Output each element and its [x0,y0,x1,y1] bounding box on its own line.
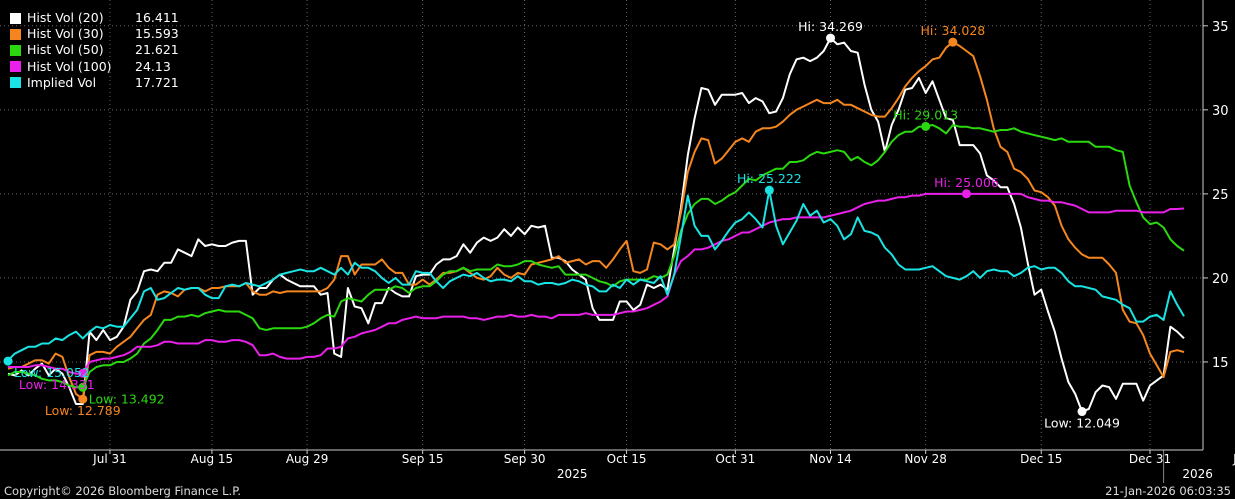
series-line-3 [8,192,1185,375]
annotation-label: Hi: 34.269 [798,19,863,34]
y-tick-label: 30 [1212,104,1229,119]
annotation-label: Hi: 25.006 [934,175,999,190]
x-tick-label: Sep 15 [402,452,444,466]
legend-item-hist-vol-50: Hist Vol (50) 21.621 [10,42,179,58]
legend-swatch [10,45,21,56]
x-tick-label: Aug 29 [286,452,329,466]
annotation-label: Low: 14.331 [19,377,95,392]
annotation-label: Hi: 29.013 [893,107,958,122]
legend-item-implied-vol: Implied Vol 17.721 [10,75,179,91]
legend-item-hist-vol-100: Hist Vol (100) 24.13 [10,59,179,75]
y-tick-label: 20 [1212,272,1229,287]
copyright-text: Copyright© 2026 Bloomberg Finance L.P. [4,484,241,498]
annotation-marker [1077,407,1087,417]
legend-value: 17.721 [135,74,179,90]
annotation-marker [948,37,958,47]
legend-item-hist-vol-30: Hist Vol (30) 15.593 [10,26,179,42]
annotation-label: Low: 12.049 [1044,416,1120,431]
annotation-marker [764,185,774,195]
legend-swatch [10,61,21,73]
y-tick-label: 35 [1212,20,1229,35]
x-tick-label: Jan 15 [1232,452,1235,466]
legend-value: 24.13 [135,58,171,74]
legend-label: Implied Vol [27,74,97,90]
annotation-label: Hi: 25.222 [737,171,802,186]
legend-label: Hist Vol (100) [27,58,112,74]
x-tick-label: Sep 30 [504,452,546,466]
x-tick-label: Jul 31 [92,452,127,466]
timestamp-text: 21-Jan-2026 06:03:35 [1105,484,1231,498]
annotation-marker [921,121,931,131]
legend-swatch [10,77,21,89]
y-tick-label: 25 [1212,188,1229,203]
annotation-label: Low: 12.789 [45,403,121,418]
hi-low-markers: Hi: 34.269 Low: 12.049 Hi: 34.028 Low: 12.7… [3,19,1120,431]
annotation-marker [826,33,836,43]
x-tick-label: Dec 31 [1129,452,1171,466]
series-line-4 [7,189,1185,362]
legend-value: 21.621 [135,42,179,58]
x-tick-label: Oct 15 [607,452,647,466]
x-tick-label: Dec 15 [1020,452,1062,466]
y-tick-label: 15 [1212,356,1229,371]
legend-value: 15.593 [135,26,179,42]
legend: Hist Vol (20) 16.411 Hist Vol (30) 15.59… [10,10,179,91]
x-tick-label: Aug 15 [191,452,234,466]
x-tick-label: Nov 28 [904,452,947,466]
series-line-2 [7,124,1185,389]
series-line-1 [7,41,1185,401]
annotation-label: Hi: 34.028 [920,23,985,38]
legend-label: Hist Vol (30) [27,26,104,42]
annotation-marker [3,356,13,366]
annotation-marker [78,368,88,378]
annotation-marker [78,394,88,404]
legend-swatch [10,28,21,40]
legend-swatch [10,12,21,24]
legend-label: Hist Vol (20) [27,10,104,25]
annotation-label: Low: 13.492 [89,391,165,406]
x-tick-label: Oct 31 [715,452,755,466]
legend-label: Hist Vol (50) [27,42,104,58]
annotation-marker [961,189,971,199]
annotation-label: Low: 15.052 [14,365,90,380]
legend-value: 16.411 [135,10,179,25]
x-tick-label: Nov 14 [809,452,852,466]
year-label: 2026 [1182,467,1213,481]
annotation-marker [78,382,88,392]
grid [0,0,1203,450]
series-lines [7,37,1185,413]
year-label: 2025 [557,467,588,481]
legend-item-hist-vol-20: Hist Vol (20) 16.411 [10,10,179,26]
